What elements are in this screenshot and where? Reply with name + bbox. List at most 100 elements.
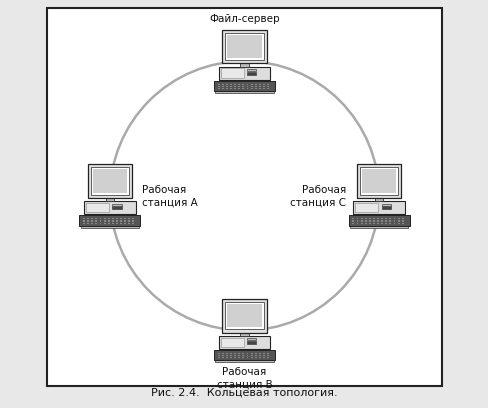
Bar xyxy=(234,84,236,85)
Bar xyxy=(254,353,256,354)
Bar xyxy=(266,84,268,85)
Bar xyxy=(218,336,270,349)
Bar xyxy=(250,355,252,356)
Bar xyxy=(132,218,134,220)
Bar xyxy=(87,218,89,220)
Bar xyxy=(112,218,114,220)
Bar xyxy=(217,353,219,354)
Bar xyxy=(263,353,264,354)
Bar xyxy=(230,353,231,354)
Bar xyxy=(112,220,114,222)
Bar xyxy=(234,353,236,354)
Bar xyxy=(230,84,231,85)
Bar xyxy=(246,341,256,344)
Bar xyxy=(128,220,130,222)
Bar xyxy=(258,88,260,89)
Bar xyxy=(381,218,382,220)
Bar xyxy=(263,84,264,85)
Bar xyxy=(356,164,401,198)
Bar xyxy=(240,333,248,336)
Bar xyxy=(361,169,395,193)
Bar xyxy=(79,215,140,226)
Bar xyxy=(250,84,252,85)
Bar xyxy=(376,220,378,222)
Bar xyxy=(217,355,219,356)
Bar xyxy=(86,203,109,213)
Bar xyxy=(381,204,390,206)
Bar xyxy=(124,223,126,224)
Text: Рис. 2.4.  Кольцевая топология.: Рис. 2.4. Кольцевая топология. xyxy=(151,388,337,398)
Bar xyxy=(225,86,227,87)
Bar xyxy=(246,72,256,75)
Bar xyxy=(356,218,358,220)
Bar xyxy=(87,220,89,222)
Bar xyxy=(258,357,260,358)
Bar xyxy=(246,353,248,354)
Bar xyxy=(120,223,122,224)
Bar xyxy=(266,353,268,354)
Bar xyxy=(238,355,240,356)
Bar xyxy=(116,220,118,222)
Bar xyxy=(258,86,260,87)
Bar xyxy=(128,218,130,220)
Bar xyxy=(95,223,97,224)
Bar xyxy=(83,223,85,224)
Bar xyxy=(220,338,244,347)
Bar xyxy=(132,220,134,222)
Bar xyxy=(254,84,256,85)
Bar xyxy=(348,215,409,226)
Bar xyxy=(364,220,366,222)
Bar xyxy=(91,218,93,220)
Bar xyxy=(372,218,374,220)
Bar xyxy=(376,223,378,224)
Bar xyxy=(381,206,390,209)
Bar xyxy=(120,220,122,222)
Bar xyxy=(84,201,135,214)
Bar xyxy=(217,86,219,87)
Bar xyxy=(242,86,244,87)
Bar xyxy=(250,353,252,354)
Text: Рабочая
станция А: Рабочая станция А xyxy=(142,185,198,207)
Bar xyxy=(368,220,370,222)
Bar xyxy=(100,218,101,220)
Bar xyxy=(388,223,390,224)
Bar xyxy=(352,223,353,224)
Bar xyxy=(225,302,263,329)
Bar xyxy=(381,223,382,224)
Bar xyxy=(100,223,101,224)
Bar xyxy=(242,84,244,85)
Bar xyxy=(116,223,118,224)
Bar xyxy=(124,220,126,222)
Bar xyxy=(227,304,261,328)
Bar xyxy=(360,218,362,220)
Bar xyxy=(238,86,240,87)
Bar xyxy=(242,353,244,354)
Bar xyxy=(230,355,231,356)
Bar xyxy=(372,220,374,222)
Bar xyxy=(401,220,403,222)
Bar xyxy=(234,88,236,89)
Bar xyxy=(91,223,93,224)
Bar xyxy=(246,88,248,89)
Bar xyxy=(372,223,374,224)
Bar xyxy=(360,220,362,222)
Bar xyxy=(124,218,126,220)
Bar xyxy=(107,218,109,220)
Bar xyxy=(385,218,386,220)
Bar xyxy=(368,223,370,224)
Bar xyxy=(95,218,97,220)
Bar xyxy=(91,220,93,222)
Bar xyxy=(227,35,261,58)
Bar xyxy=(254,86,256,87)
Bar xyxy=(222,88,224,89)
Bar xyxy=(266,357,268,358)
Bar xyxy=(250,88,252,89)
Bar xyxy=(397,220,399,222)
Bar xyxy=(266,355,268,356)
Bar xyxy=(352,218,353,220)
Bar xyxy=(263,86,264,87)
Bar xyxy=(258,355,260,356)
Bar xyxy=(388,220,390,222)
Bar xyxy=(353,201,404,214)
Bar xyxy=(254,355,256,356)
